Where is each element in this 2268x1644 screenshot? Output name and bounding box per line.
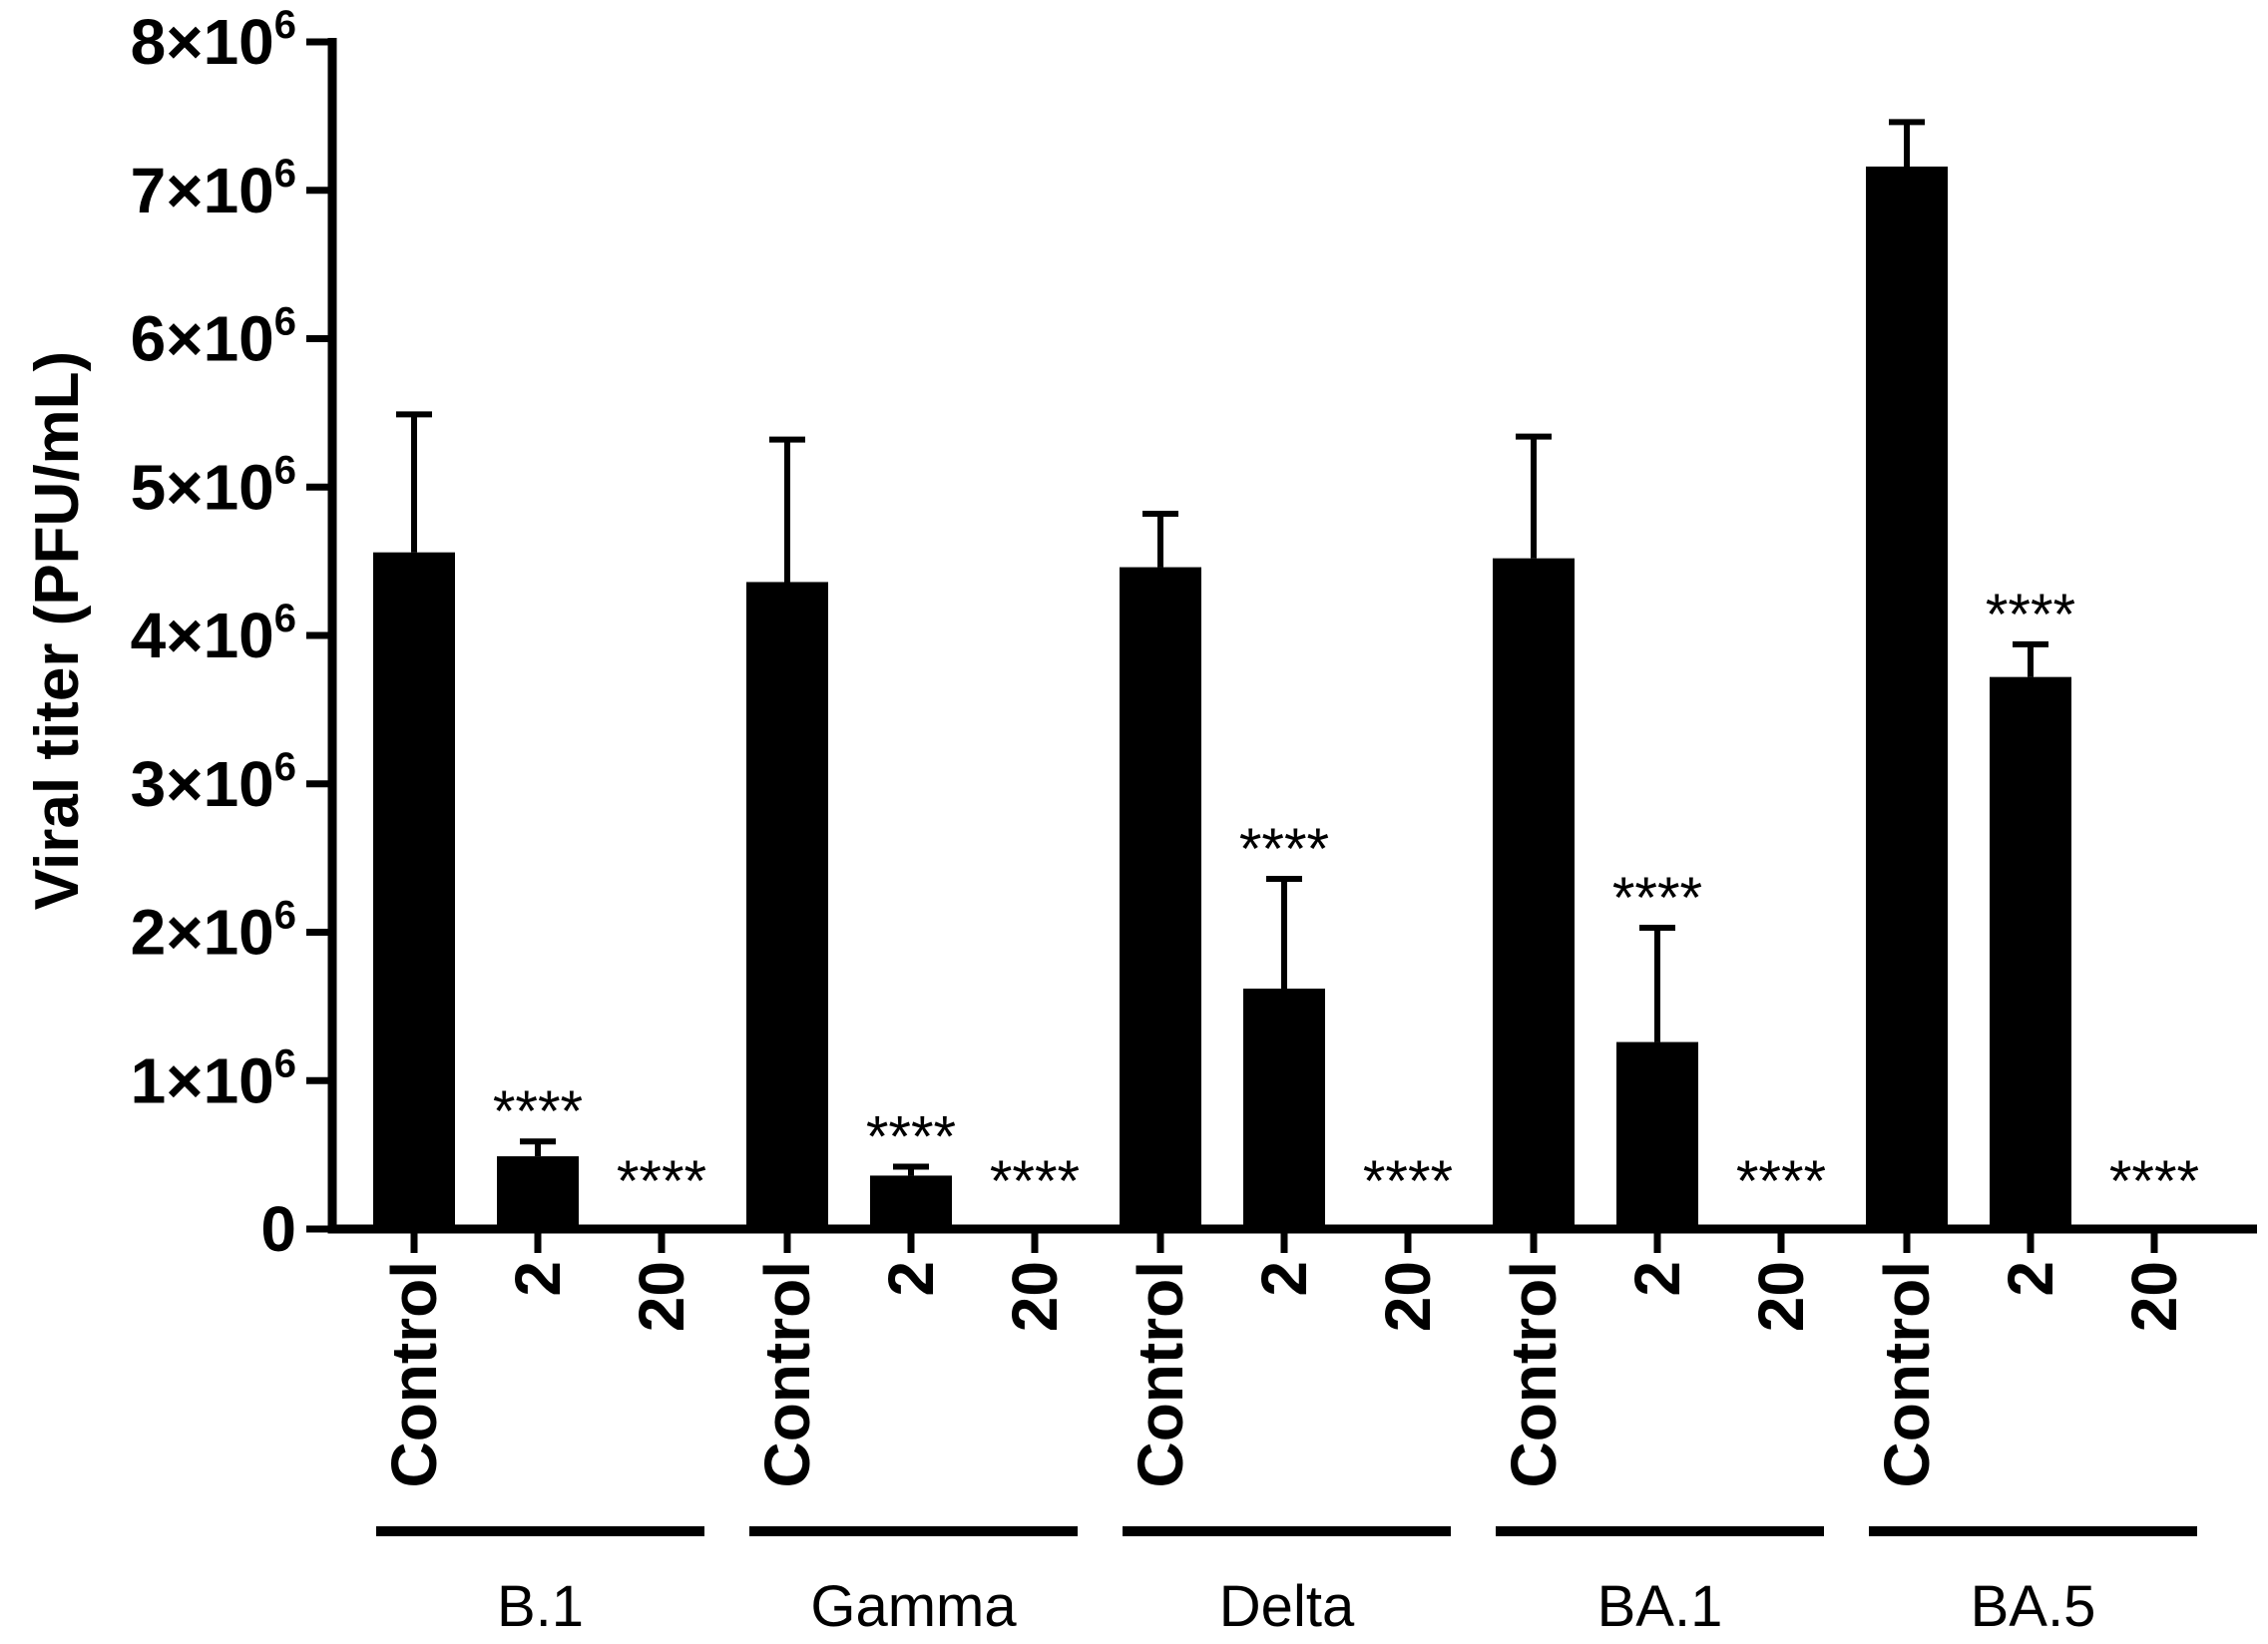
significance-label: **** (1612, 866, 1702, 931)
y-tick-label: 5×106 (131, 448, 296, 523)
y-tick-label: 6×106 (131, 300, 296, 375)
x-tick-label: Control (1498, 1261, 1570, 1488)
significance-label: **** (990, 1149, 1080, 1214)
significance-label: **** (1986, 583, 2075, 647)
x-tick-label: 20 (1745, 1261, 1817, 1332)
group-label: BA.1 (1597, 1574, 1723, 1639)
x-tick-label: Control (751, 1261, 823, 1488)
y-tick-label: 2×106 (131, 894, 296, 969)
group-label: Delta (1219, 1574, 1355, 1639)
bars: **** **** **** **** **** **** **** **** **** **** (373, 119, 2199, 1230)
x-tick-label: Control (1871, 1261, 1943, 1488)
y-axis: 0 1×106 2×106 3×106 4×106 5×106 6×106 7×106 8×10… (131, 3, 337, 1265)
bar (746, 582, 828, 1229)
bar (1616, 1041, 1698, 1229)
y-tick-label: 3×106 (131, 745, 296, 820)
bar (373, 552, 455, 1229)
significance-label: **** (866, 1105, 956, 1170)
significance-label: **** (493, 1079, 583, 1144)
y-axis-label-group: Viral titer (PFU/mL) (23, 351, 92, 910)
significance-label: **** (1736, 1149, 1826, 1214)
x-tick-label: 20 (999, 1261, 1071, 1332)
x-tick-label: 2 (1621, 1261, 1693, 1297)
y-tick-label: 0 (260, 1193, 296, 1265)
x-tick-label: Control (1125, 1261, 1196, 1488)
bar (1990, 676, 2071, 1229)
group-label: B.1 (497, 1574, 584, 1639)
y-tick-label: 8×106 (131, 3, 296, 78)
x-tick-label: 2 (1995, 1261, 2066, 1297)
x-tick-label: 2 (875, 1261, 947, 1297)
x-tick-label: 20 (1372, 1261, 1444, 1332)
bar (1120, 567, 1201, 1229)
y-tick-label: 4×106 (131, 597, 296, 671)
significance-label: **** (1363, 1149, 1453, 1214)
x-tick-label: 20 (2118, 1261, 2190, 1332)
significance-label: **** (617, 1149, 706, 1214)
bar (1866, 166, 1948, 1230)
y-axis-label: Viral titer (PFU/mL) (23, 351, 92, 910)
x-tick-label: Control (378, 1261, 450, 1488)
x-tick-label: 2 (1248, 1261, 1320, 1297)
significance-label: **** (1239, 817, 1329, 882)
x-axis: Control 2 20 Control 2 20 Control 2 20 Control 2 20… (327, 1224, 2257, 1488)
bar (1243, 989, 1325, 1229)
bar (497, 1156, 579, 1229)
x-tick-label: 2 (502, 1261, 574, 1297)
bar (870, 1175, 952, 1229)
y-tick-label: 1×106 (131, 1041, 296, 1116)
significance-label: **** (2109, 1149, 2199, 1214)
group-label: Gamma (810, 1574, 1017, 1639)
group-label: BA.5 (1971, 1574, 2096, 1639)
x-tick-label: 20 (626, 1261, 697, 1332)
group-brackets: B.1 Gamma Delta BA.1 BA.5 (376, 1526, 2197, 1639)
bar (1493, 558, 1575, 1229)
y-tick-label: 7×106 (131, 152, 296, 226)
